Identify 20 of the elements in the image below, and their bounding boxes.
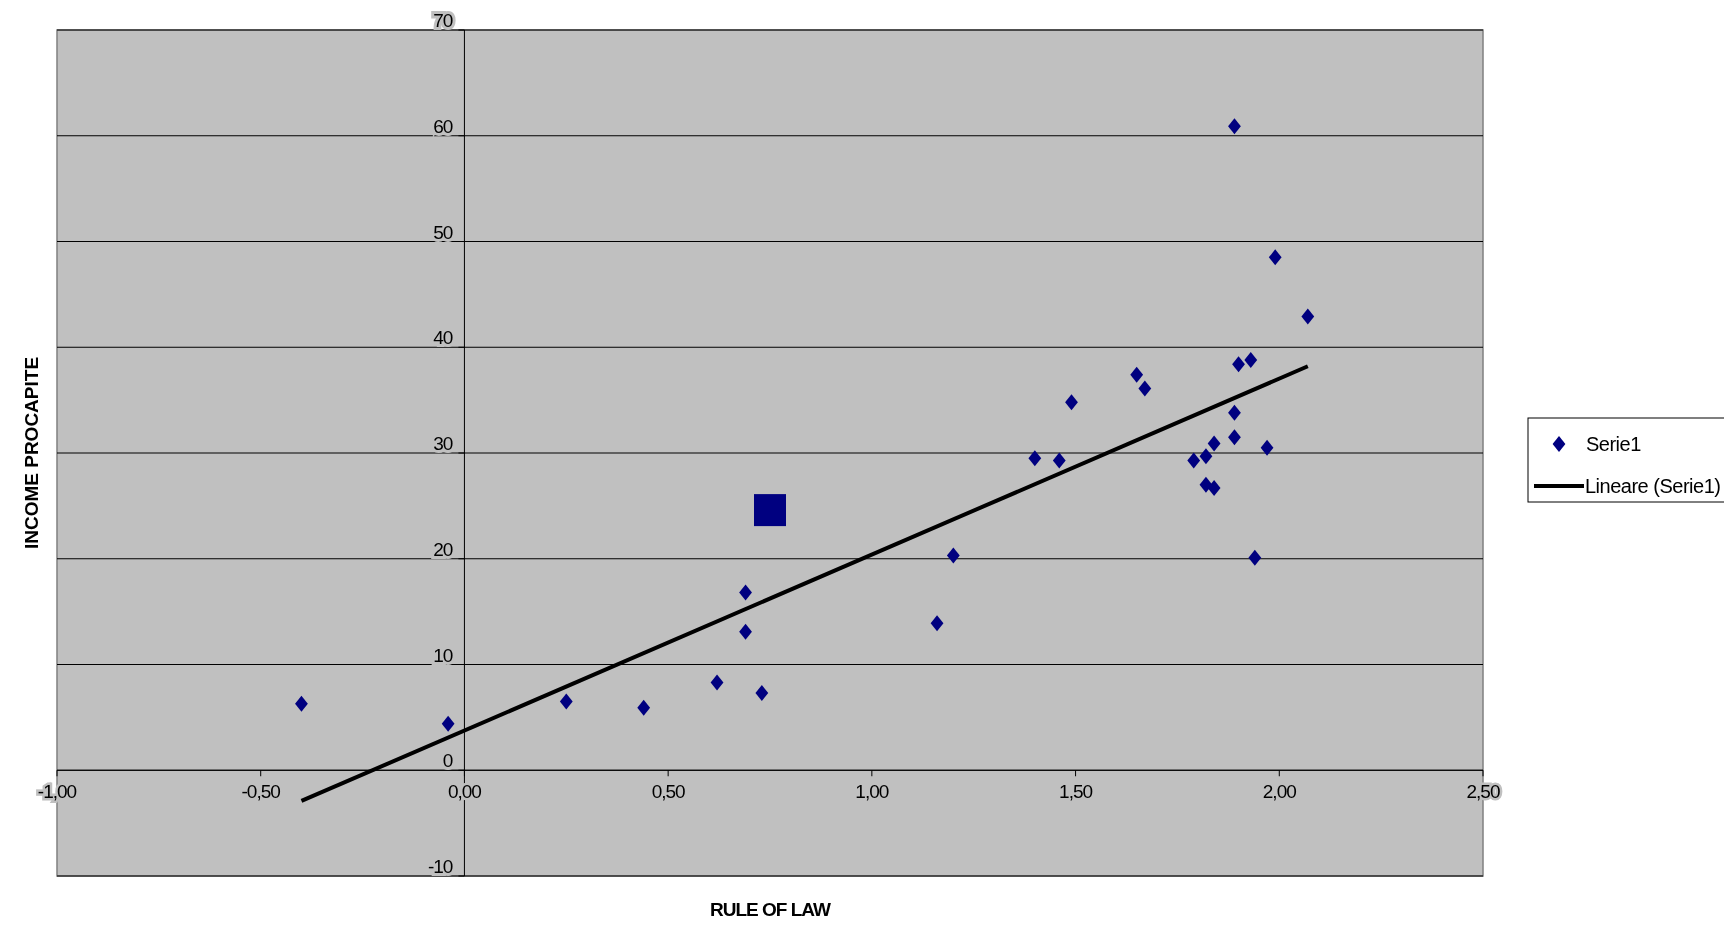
legend-label: Lineare (Serie1) [1585,475,1721,497]
y-tick-label: 10 [433,644,453,666]
x-tick-label: -1,00 [37,781,77,803]
y-tick-label: 40 [433,327,453,349]
y-tick-label: 60 [433,115,453,137]
y-tick-label: 20 [433,538,453,560]
x-tick-label: 1,50 [1059,781,1093,803]
y-tick-label: 30 [433,433,453,454]
x-axis-title: RULE OF LAW [710,899,831,920]
x-tick-label: 2,50 [1466,781,1500,803]
y-tick-label: -10 [427,856,453,877]
y-axis-title: INCOME PROCAPITE [21,356,42,550]
x-tick-label: -0,50 [241,781,281,803]
x-tick-label: 2,00 [1262,781,1297,803]
legend-label: Serie1 [1586,433,1642,455]
y-tick-label: 70 [433,10,453,31]
x-tick-label: 1,00 [855,781,889,803]
y-tick-label: 50 [433,221,453,243]
x-tick-label: 0,50 [651,781,686,803]
y-tick-label: 0 [442,750,453,772]
